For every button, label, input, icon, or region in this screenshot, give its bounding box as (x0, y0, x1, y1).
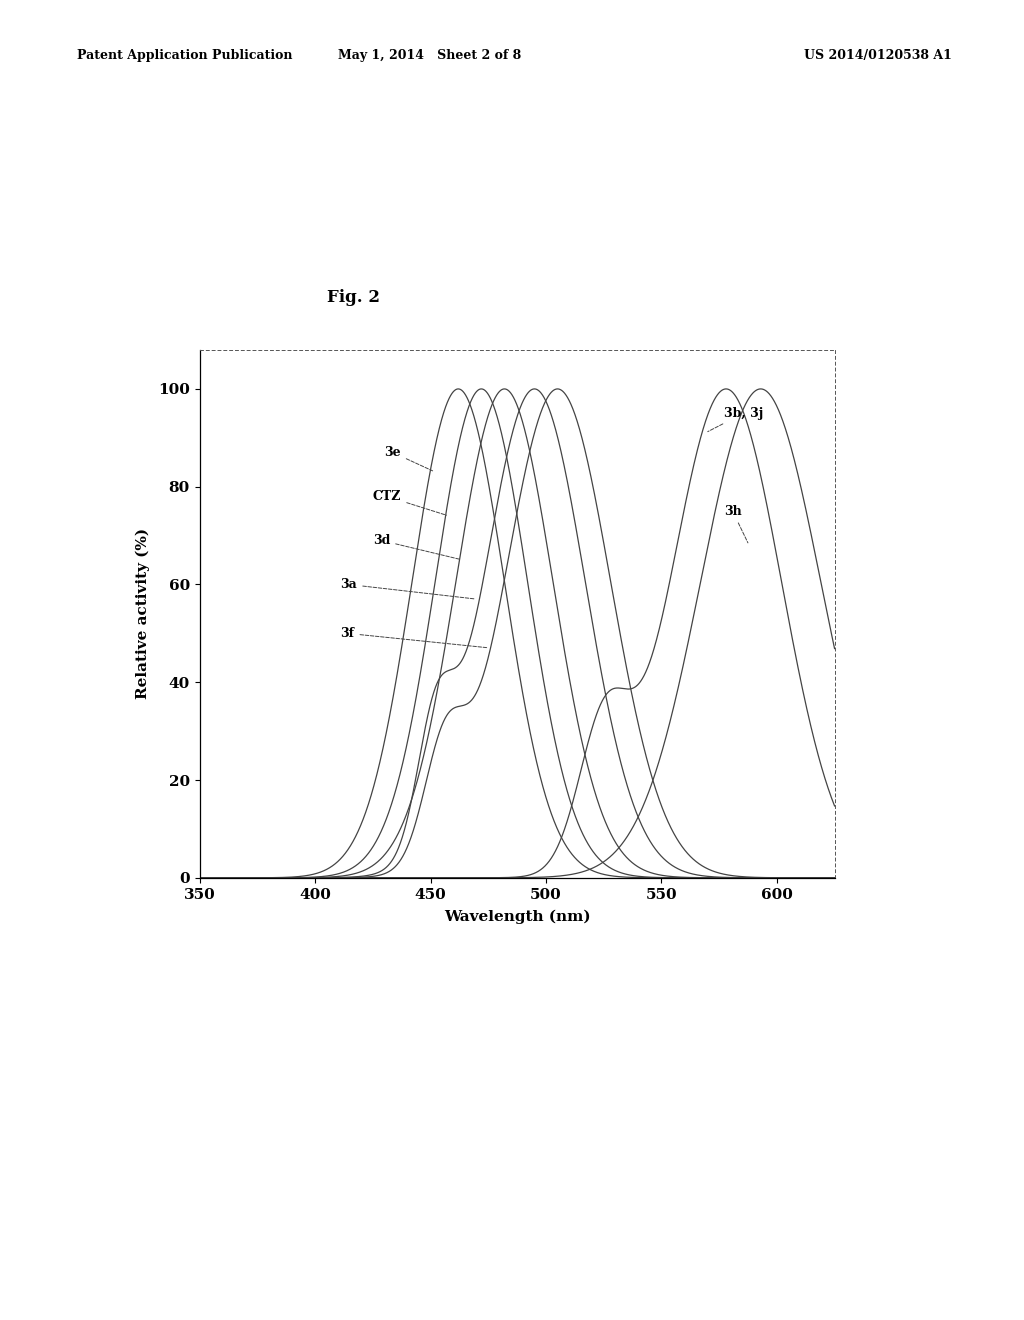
Text: 3f: 3f (341, 627, 487, 648)
Text: US 2014/0120538 A1: US 2014/0120538 A1 (805, 49, 952, 62)
Text: Patent Application Publication: Patent Application Publication (77, 49, 292, 62)
Text: Fig. 2: Fig. 2 (327, 289, 380, 305)
Text: 3b, 3j: 3b, 3j (708, 407, 763, 432)
Text: 3h: 3h (724, 504, 748, 543)
Y-axis label: Relative activity (%): Relative activity (%) (135, 528, 150, 700)
Text: CTZ: CTZ (373, 490, 446, 515)
Text: 3a: 3a (341, 578, 474, 599)
Text: 3d: 3d (373, 535, 460, 560)
Text: 3e: 3e (384, 446, 432, 471)
Text: May 1, 2014   Sheet 2 of 8: May 1, 2014 Sheet 2 of 8 (339, 49, 521, 62)
X-axis label: Wavelength (nm): Wavelength (nm) (443, 909, 591, 924)
